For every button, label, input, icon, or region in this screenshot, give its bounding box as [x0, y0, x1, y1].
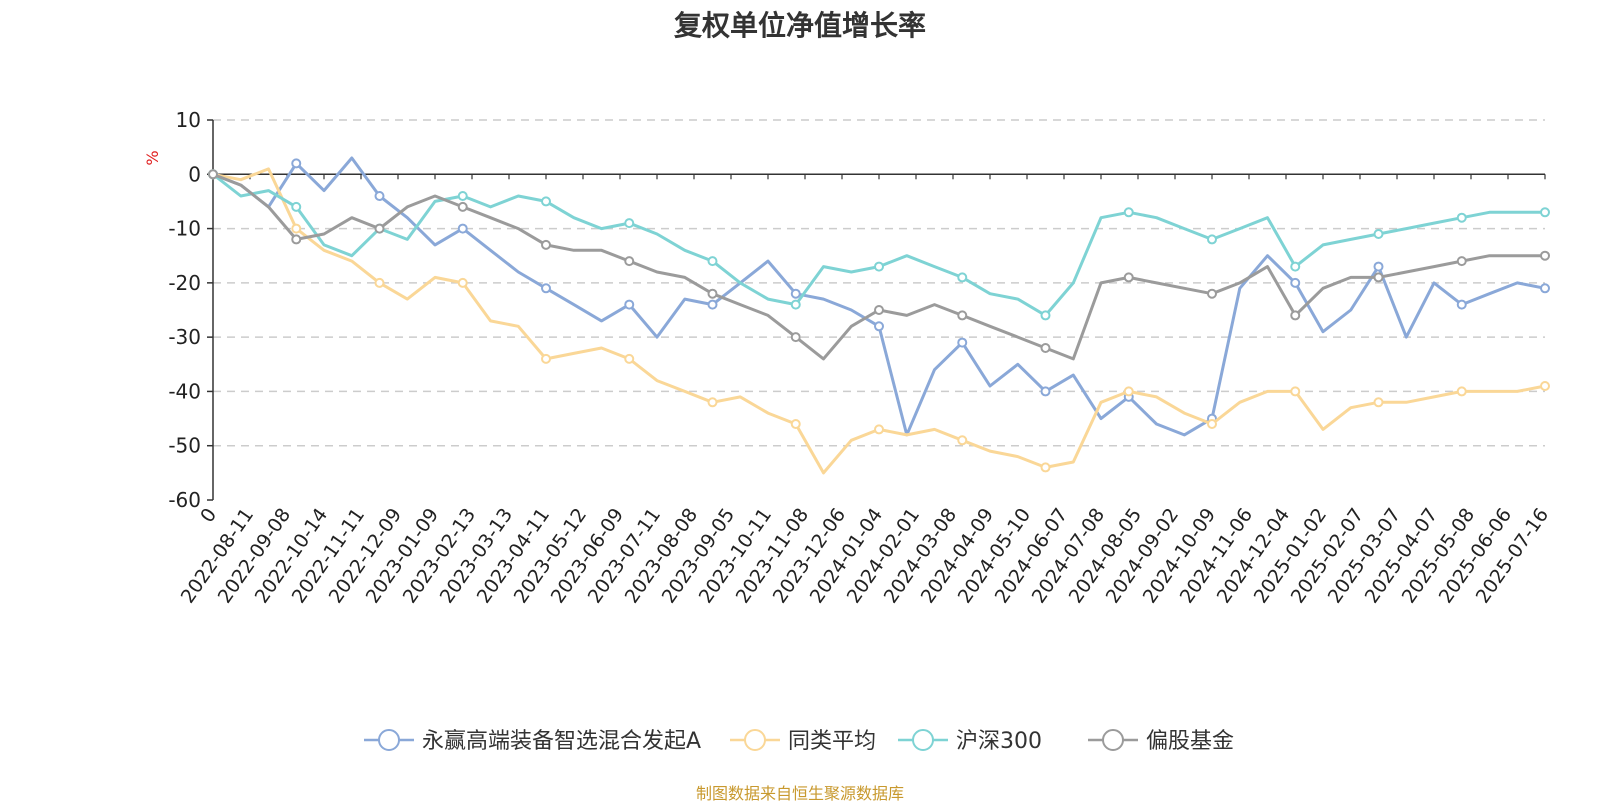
legend-label: 永赢高端装备智选混合发起A	[422, 729, 701, 754]
series-point-2	[541, 196, 551, 207]
series-point-1	[707, 397, 718, 408]
series-point-0	[374, 191, 385, 201]
legend-item[interactable]: 永赢高端装备智选混合发起A	[364, 729, 701, 754]
series-point-3	[541, 239, 551, 250]
series-point-3	[1540, 250, 1550, 261]
legend-marker-icon	[378, 729, 400, 751]
series-point-0	[541, 283, 551, 294]
series-point-1	[1456, 386, 1467, 397]
series-point-1	[541, 353, 551, 364]
y-tick-label: -40	[168, 379, 201, 403]
series-point-3	[208, 169, 218, 180]
series-point-0	[707, 299, 718, 310]
series-point-0	[457, 223, 468, 234]
legend-marker-icon	[744, 729, 766, 751]
legend-marker-icon	[912, 729, 934, 751]
x-tick-label: 0	[196, 504, 221, 527]
series-point-0	[291, 158, 302, 169]
series-point-1	[1540, 381, 1550, 391]
series-point-0	[1040, 386, 1051, 397]
y-tick-label: -10	[168, 217, 201, 241]
series-point-2	[874, 261, 884, 272]
series-point-0	[790, 288, 801, 299]
series-point-1	[1207, 419, 1217, 429]
series-point-2	[1123, 207, 1134, 218]
series-point-1	[1290, 386, 1301, 397]
chart-title: 复权单位净值增长率	[673, 9, 926, 42]
series-point-3	[457, 201, 468, 212]
legend-item[interactable]: 偏股基金	[1088, 729, 1234, 754]
series-point-2	[707, 256, 718, 267]
series-point-1	[457, 277, 468, 288]
legend-label: 偏股基金	[1146, 729, 1234, 754]
y-tick-label: -20	[168, 271, 201, 295]
series-point-3	[1040, 343, 1051, 353]
series-point-2	[1456, 212, 1467, 223]
legend-item[interactable]: 沪深300	[898, 729, 1042, 754]
series-point-0	[1290, 277, 1301, 288]
legend-label: 沪深300	[956, 729, 1042, 754]
series-point-3	[291, 234, 302, 245]
y-axis-label: %	[143, 150, 162, 165]
series-point-3	[707, 288, 718, 299]
series-point-2	[957, 272, 968, 283]
series-point-1	[790, 419, 801, 429]
y-tick-label: 0	[188, 162, 201, 186]
series-point-1	[1123, 386, 1134, 397]
series-point-2	[291, 201, 302, 212]
series-point-1	[291, 223, 302, 234]
series-point-1	[957, 435, 968, 446]
series-point-3	[1290, 310, 1301, 321]
series-point-0	[874, 321, 884, 332]
series-point-2	[1540, 207, 1550, 218]
y-tick-label: -50	[168, 434, 201, 458]
series-point-0	[1540, 283, 1550, 294]
series-point-3	[374, 223, 385, 234]
series-point-2	[624, 218, 635, 229]
series-point-3	[957, 310, 968, 321]
series-point-2	[1040, 310, 1051, 321]
legend-item[interactable]: 同类平均	[730, 729, 876, 754]
series-point-3	[1123, 272, 1134, 283]
series-point-3	[874, 305, 884, 315]
y-tick-label: -60	[168, 488, 201, 512]
series-point-1	[874, 424, 884, 435]
series-point-3	[1373, 272, 1384, 283]
series-point-2	[457, 191, 468, 201]
legend-marker-icon	[1102, 729, 1124, 751]
y-tick-label: -30	[168, 325, 201, 349]
legend-label: 同类平均	[788, 729, 876, 754]
series-point-3	[790, 332, 801, 343]
series-point-1	[624, 353, 635, 364]
series-point-1	[374, 277, 385, 288]
series-point-2	[1290, 261, 1301, 272]
source-note: 制图数据来自恒生聚源数据库	[695, 784, 904, 803]
series-point-1	[1373, 397, 1384, 408]
series-point-3	[1456, 256, 1467, 267]
series-point-3	[1207, 288, 1217, 299]
series-point-2	[1207, 234, 1217, 245]
series-point-0	[1373, 261, 1384, 272]
series-point-0	[957, 337, 968, 348]
series-point-2	[790, 299, 801, 310]
series-point-0	[624, 299, 635, 310]
series-point-1	[1040, 462, 1051, 473]
series-point-2	[1373, 229, 1384, 239]
series-point-0	[1456, 299, 1467, 310]
series-point-3	[624, 256, 635, 267]
y-tick-label: 10	[176, 108, 201, 132]
